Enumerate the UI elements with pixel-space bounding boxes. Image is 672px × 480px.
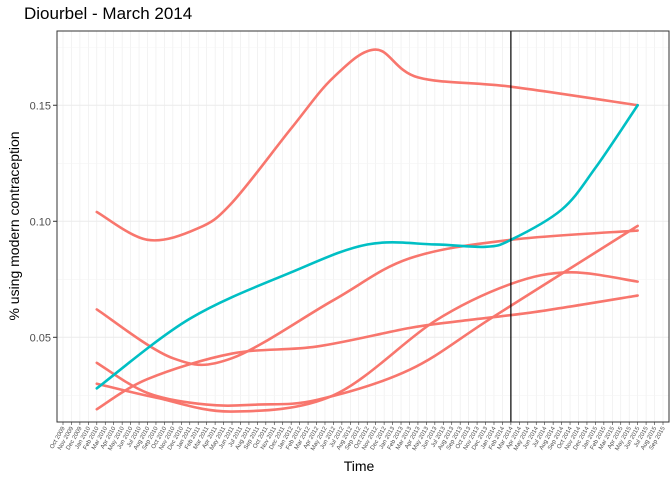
x-axis-title: Time bbox=[344, 458, 375, 474]
plot-background bbox=[57, 31, 669, 422]
chart-title: Diourbel - March 2014 bbox=[24, 4, 193, 23]
plot-border bbox=[56, 30, 670, 423]
y-tick-label: 0.05 bbox=[30, 332, 51, 344]
series-line-4-survey bbox=[95, 224, 639, 407]
series-line-6-survey bbox=[95, 294, 639, 411]
series-layer bbox=[95, 48, 639, 413]
series-line-1-model bbox=[95, 103, 639, 390]
y-tick-label: 0.15 bbox=[30, 100, 51, 112]
y-tick-label: 0.10 bbox=[30, 216, 51, 228]
y-axis-title: % using modern contraception bbox=[6, 131, 22, 320]
y-axis: 0.05 0.10 0.15 bbox=[30, 100, 57, 344]
series-line-3-survey bbox=[95, 229, 639, 367]
grid-layer bbox=[57, 31, 669, 422]
series-line-5-survey bbox=[95, 271, 639, 413]
series-line-2-survey bbox=[95, 48, 639, 242]
